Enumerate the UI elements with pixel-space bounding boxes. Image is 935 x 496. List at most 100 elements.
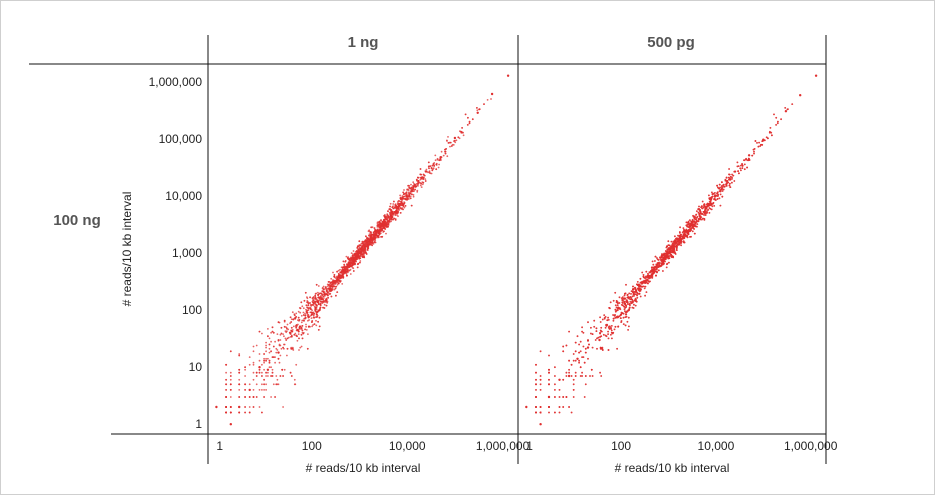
cloud-point xyxy=(775,117,777,119)
cloud-point xyxy=(335,286,337,288)
cloud-point xyxy=(628,317,630,319)
cloud-point xyxy=(267,335,269,337)
cloud-point xyxy=(386,225,388,227)
cloud-point xyxy=(405,198,407,200)
cloud-point xyxy=(667,240,669,242)
cloud-point xyxy=(388,220,390,222)
cloud-point xyxy=(737,162,739,164)
cloud-point xyxy=(360,251,362,253)
cloud-point xyxy=(285,338,287,340)
cloud-point xyxy=(291,318,293,320)
cloud-point xyxy=(297,340,299,342)
cloud-point xyxy=(331,296,333,298)
cloud-point xyxy=(590,333,592,335)
cloud-point xyxy=(274,396,276,398)
cloud-point xyxy=(692,215,694,217)
data-point xyxy=(344,270,346,272)
cloud-point xyxy=(592,347,594,349)
cloud-point xyxy=(292,319,294,321)
cloud-point xyxy=(371,242,373,244)
cloud-point xyxy=(659,265,661,267)
cloud-point xyxy=(429,170,431,172)
cloud-point xyxy=(373,232,375,234)
cloud-point xyxy=(261,383,263,385)
cloud-point xyxy=(708,195,710,197)
cloud-point xyxy=(263,396,265,398)
cloud-point xyxy=(377,225,379,227)
cloud-point xyxy=(593,326,595,328)
cloud-point xyxy=(463,134,465,136)
cloud-point xyxy=(633,304,635,306)
cloud-point xyxy=(405,205,407,207)
cloud-point xyxy=(360,249,362,251)
cloud-point xyxy=(249,406,251,408)
cloud-point xyxy=(704,210,706,212)
data-point xyxy=(277,351,279,353)
cloud-point xyxy=(445,153,447,155)
cloud-point xyxy=(578,344,580,346)
cloud-point xyxy=(303,314,305,316)
cloud-point xyxy=(325,287,327,289)
cloud-point xyxy=(323,300,325,302)
cloud-point xyxy=(354,254,356,256)
cloud-point xyxy=(291,375,293,377)
cloud-point xyxy=(568,331,570,333)
cloud-point xyxy=(334,274,336,276)
cloud-point xyxy=(433,165,435,167)
cloud-point xyxy=(476,109,478,111)
cloud-point xyxy=(397,210,399,212)
cloud-point xyxy=(692,227,694,229)
cloud-point xyxy=(316,305,318,307)
cloud-point xyxy=(238,412,240,414)
cloud-point xyxy=(668,244,670,246)
cloud-point xyxy=(613,300,615,302)
cloud-point xyxy=(739,167,741,169)
cloud-point xyxy=(656,257,658,259)
cloud-point xyxy=(359,262,361,264)
cloud-point xyxy=(566,372,568,374)
cloud-point xyxy=(304,300,306,302)
cloud-point xyxy=(769,131,771,133)
y-tick-label: 10 xyxy=(189,360,203,374)
cloud-point xyxy=(369,242,371,244)
cloud-point xyxy=(628,326,630,328)
cloud-point xyxy=(335,295,337,297)
cloud-point xyxy=(422,184,424,186)
cloud-point xyxy=(370,226,372,228)
cloud-point xyxy=(425,180,427,182)
cloud-point xyxy=(368,235,370,237)
cloud-point xyxy=(348,262,350,264)
cloud-point xyxy=(238,372,240,374)
data-point xyxy=(420,177,422,179)
cloud-point xyxy=(390,209,392,211)
cloud-point xyxy=(448,142,450,144)
cloud-point xyxy=(592,375,594,377)
cloud-point xyxy=(290,372,292,374)
cloud-point xyxy=(614,292,616,294)
cloud-point xyxy=(244,389,246,391)
cloud-point xyxy=(711,209,713,211)
y-tick-label: 1 xyxy=(195,417,202,431)
cloud-point xyxy=(319,317,321,319)
cloud-point xyxy=(263,360,265,362)
cloud-point xyxy=(315,320,317,322)
cloud-point xyxy=(356,258,358,260)
cloud-point xyxy=(559,389,561,391)
cloud-point xyxy=(296,324,298,326)
cloud-point xyxy=(657,262,659,264)
cloud-point xyxy=(616,348,618,350)
cloud-point xyxy=(253,362,255,364)
cloud-point xyxy=(682,232,684,234)
cloud-point xyxy=(401,202,403,204)
cloud-point xyxy=(267,375,269,377)
cloud-point xyxy=(535,389,537,391)
cloud-point xyxy=(607,317,609,319)
cloud-point xyxy=(332,279,334,281)
cloud-point xyxy=(403,196,405,198)
cloud-point xyxy=(280,375,282,377)
cloud-point xyxy=(287,324,289,326)
cloud-point xyxy=(671,241,673,243)
cloud-point xyxy=(383,230,385,232)
cloud-point xyxy=(278,321,280,323)
